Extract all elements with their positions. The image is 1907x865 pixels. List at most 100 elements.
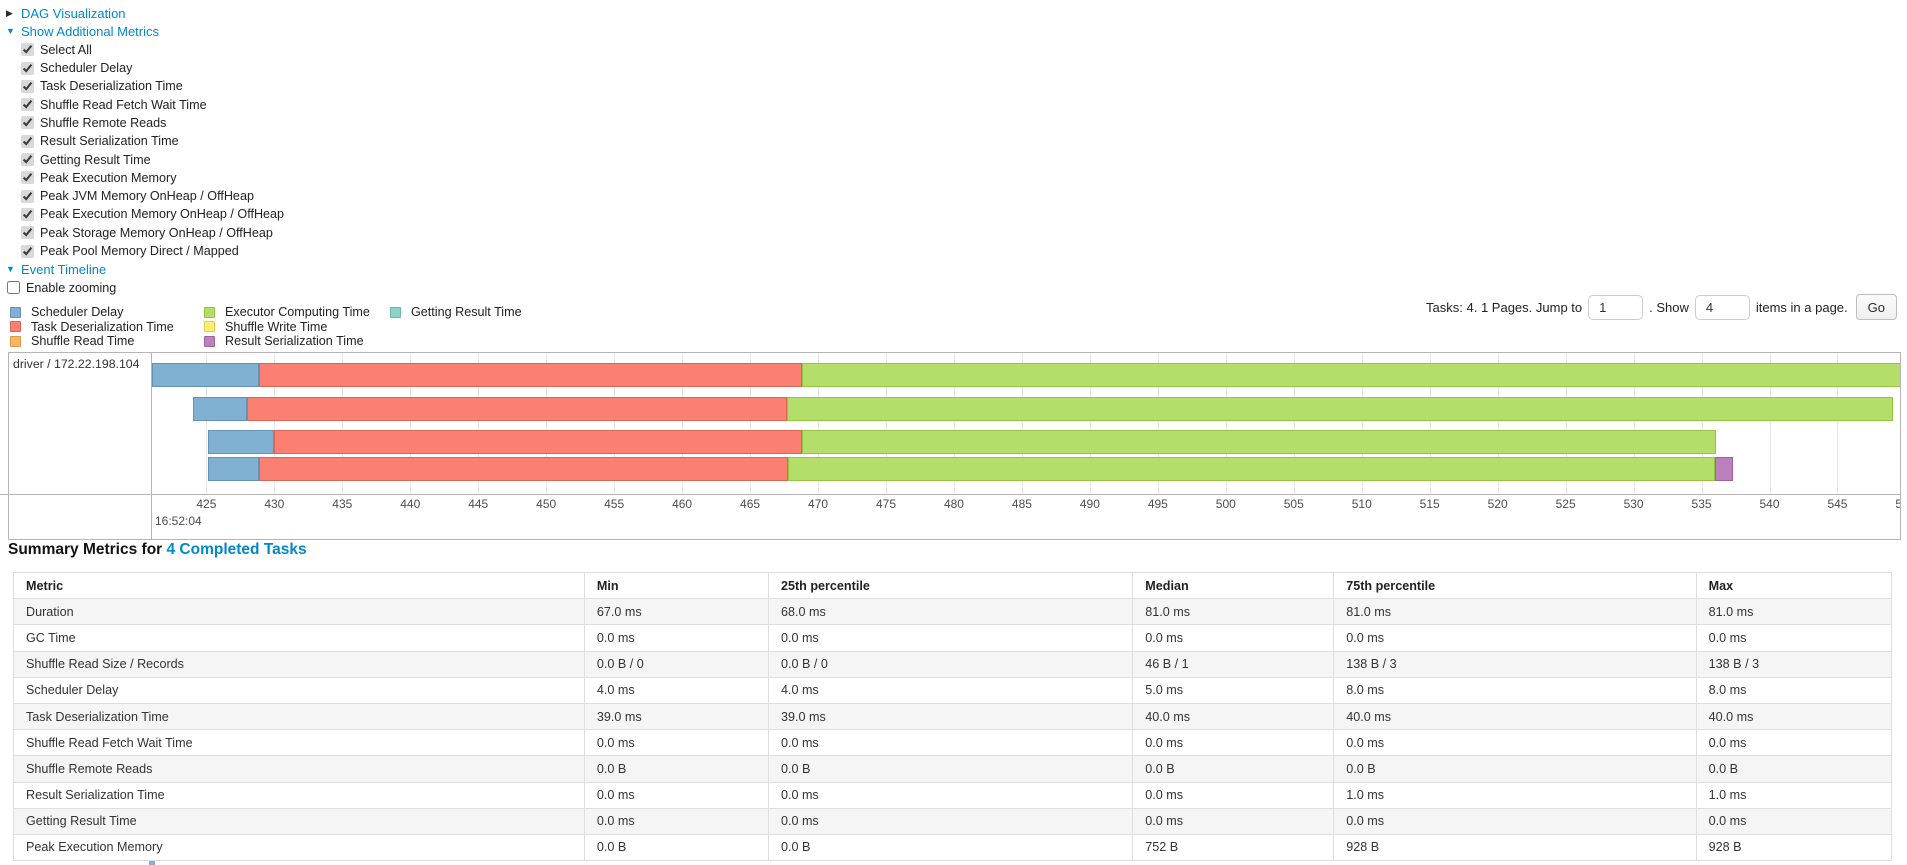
metric-value-cell: 752 B — [1132, 833, 1335, 862]
axis-tick-label: 535 — [1691, 497, 1712, 511]
metric-checkbox-task-deserialization-time[interactable] — [21, 79, 34, 93]
metric-checkbox-row-peak-execution-memory[interactable]: Peak Execution Memory — [21, 169, 284, 187]
show-additional-metrics-link[interactable]: Show Additional Metrics — [21, 23, 160, 39]
metric-checkbox-row-shuffle-remote-reads[interactable]: Shuffle Remote Reads — [21, 114, 284, 132]
event-timeline-link[interactable]: Event Timeline — [21, 261, 107, 277]
axis-tick-label: 525 — [1555, 497, 1576, 511]
task-bar-segment-compute[interactable] — [801, 430, 1717, 454]
metric-value-cell: 928 B — [1695, 833, 1893, 862]
task-bar-segment-compute[interactable] — [786, 397, 1894, 421]
metric-checkbox-row-peak-jvm-memory-onheap-offheap[interactable]: Peak JVM Memory OnHeap / OffHeap — [21, 187, 284, 205]
axis-tick-label: 445 — [468, 497, 489, 511]
metric-value-cell: 138 B / 3 — [1333, 650, 1697, 678]
axis-tick-label: 520 — [1487, 497, 1508, 511]
metric-name-cell: Shuffle Read Size / Records — [13, 650, 585, 678]
timeline-gridline — [614, 353, 616, 494]
metrics-checkbox-list: Select All Scheduler Delay Task Deserializ… — [6, 41, 284, 261]
task-bar-segment-compute[interactable] — [801, 363, 1900, 387]
timeline-gridline — [1361, 353, 1363, 494]
jump-to-page-input[interactable] — [1588, 294, 1644, 320]
task-bar-segment-scheduler[interactable] — [192, 397, 248, 421]
metric-checkbox-peak-pool-memory-direct-mapped[interactable] — [21, 244, 34, 258]
metric-checkbox-row-getting-result-time[interactable]: Getting Result Time — [21, 150, 284, 168]
task-bar-segment-scheduler[interactable] — [207, 430, 275, 454]
metric-checkbox-row-peak-storage-memory-onheap-offheap[interactable]: Peak Storage Memory OnHeap / OffHeap — [21, 224, 284, 242]
metric-checkbox-shuffle-read-fetch-wait-time[interactable] — [21, 98, 34, 112]
expanded-arrow-icon: ▼ — [6, 264, 15, 275]
metric-checkbox-label: Task Deserialization Time — [40, 79, 183, 94]
task-deserialization-time-color-swatch-icon — [10, 321, 21, 333]
task-bar-segment-deserialization[interactable] — [247, 397, 787, 421]
metric-checkbox-result-serialization-time[interactable] — [21, 134, 34, 148]
metric-name-cell: Scheduler Delay — [13, 676, 585, 704]
axis-tick-label: 500 — [1215, 497, 1236, 511]
page-size-input[interactable] — [1694, 294, 1750, 320]
timeline-gridline — [1633, 353, 1635, 494]
dag-visualization-link[interactable]: DAG Visualization — [21, 5, 126, 21]
task-pagination: Tasks: 4. 1 Pages. Jump to . Show items … — [1426, 294, 1897, 320]
metric-name-cell: Shuffle Remote Reads — [13, 755, 585, 783]
metric-value-cell: 40.0 ms — [1333, 702, 1697, 731]
metric-checkbox-label: Shuffle Remote Reads — [40, 115, 167, 130]
result-serialization-time-color-swatch-icon — [204, 335, 215, 347]
task-bar-segment-serialization[interactable] — [1715, 457, 1733, 481]
axis-tick-label: 480 — [943, 497, 964, 511]
metric-checkbox-row-peak-execution-memory-onheap-offheap[interactable]: Peak Execution Memory OnHeap / OffHeap — [21, 205, 284, 223]
timeline-gridline — [1089, 353, 1091, 494]
metric-checkbox-row-shuffle-read-fetch-wait-time[interactable]: Shuffle Read Fetch Wait Time — [21, 95, 284, 113]
metric-checkbox-row-peak-pool-memory-direct-mapped[interactable]: Peak Pool Memory Direct / Mapped — [21, 242, 284, 260]
metric-checkbox-peak-execution-memory[interactable] — [21, 171, 34, 185]
metric-checkbox-row-select-all[interactable]: Select All — [21, 41, 284, 59]
timeline-gridline — [953, 353, 955, 494]
axis-tick-label: 495 — [1147, 497, 1168, 511]
axis-tick-label: 545 — [1827, 497, 1848, 511]
metric-value-cell: 0.0 B — [1333, 755, 1697, 783]
show-additional-metrics-toggle[interactable]: ▼ Show Additional Metrics — [6, 22, 284, 40]
dag-visualization-toggle[interactable]: ▶ DAG Visualization — [6, 4, 284, 22]
timeline-gridline — [1225, 353, 1227, 494]
metric-value-cell: 0.0 ms — [1132, 781, 1335, 809]
table-row-peak-execution-memory: Peak Execution Memory 0.0 B 0.0 B 752 B 928 … — [13, 833, 1893, 862]
timeline-gridline — [274, 353, 276, 494]
task-bar-segment-scheduler[interactable] — [207, 457, 260, 481]
legend-item-shuffle-write-time: Shuffle Write Time — [204, 320, 390, 335]
table-header-75th-percentile: 75th percentile — [1333, 571, 1697, 600]
metric-checkbox-shuffle-remote-reads[interactable] — [21, 116, 34, 130]
enable-zooming-checkbox[interactable] — [7, 281, 20, 295]
event-timeline-toggle[interactable]: ▼ Event Timeline — [6, 260, 284, 278]
metric-checkbox-getting-result-time[interactable] — [21, 153, 34, 167]
metric-checkbox-peak-storage-memory-onheap-offheap[interactable] — [21, 226, 34, 240]
task-bar-segment-compute[interactable] — [788, 457, 1716, 481]
legend-label: Shuffle Write Time — [225, 319, 328, 334]
timeline-gridline — [682, 353, 684, 494]
metric-checkbox-row-task-deserialization-time[interactable]: Task Deserialization Time — [21, 77, 284, 95]
task-bar-segment-deserialization[interactable] — [259, 363, 802, 387]
task-bar-segment-scheduler[interactable] — [152, 363, 260, 387]
enable-zooming-checkbox-row[interactable]: Enable zooming — [7, 278, 284, 296]
task-bar-segment-deserialization[interactable] — [274, 430, 802, 454]
items-in-page-label: items in a page. — [1755, 299, 1848, 315]
timeline-gridline — [1293, 353, 1295, 494]
metric-checkbox-label: Result Serialization Time — [40, 134, 179, 149]
metric-checkbox-row-result-serialization-time[interactable]: Result Serialization Time — [21, 132, 284, 150]
go-button[interactable]: Go — [1855, 294, 1897, 320]
summary-title-prefix: Summary Metrics for — [8, 541, 167, 558]
legend-column: Scheduler Delay Task Deserialization Time… — [10, 305, 204, 349]
task-bar-segment-deserialization[interactable] — [259, 457, 789, 481]
metric-checkbox-peak-execution-memory-onheap-offheap[interactable] — [21, 207, 34, 221]
legend-label: Scheduler Delay — [31, 305, 124, 320]
legend-item-result-serialization-time: Result Serialization Time — [204, 334, 390, 349]
completed-tasks-link-text: 4 Completed Tasks — [166, 541, 307, 558]
axis-tick-label: 465 — [740, 497, 761, 511]
axis-tick-label: 425 — [196, 497, 217, 511]
metric-checkbox-select-all[interactable] — [21, 43, 34, 57]
timeline-gridline — [1837, 353, 1839, 494]
shuffle-write-time-color-swatch-icon — [204, 321, 215, 333]
show-label: . Show — [1649, 299, 1689, 315]
metric-value-cell: 0.0 ms — [1333, 807, 1697, 835]
metric-checkbox-row-scheduler-delay[interactable]: Scheduler Delay — [21, 59, 284, 77]
metric-checkbox-peak-jvm-memory-onheap-offheap[interactable] — [21, 189, 34, 203]
metric-checkbox-scheduler-delay[interactable] — [21, 61, 34, 75]
metric-value-cell: 39.0 ms — [767, 702, 1134, 731]
legend-item-executor-computing-time: Executor Computing Time — [204, 305, 390, 320]
